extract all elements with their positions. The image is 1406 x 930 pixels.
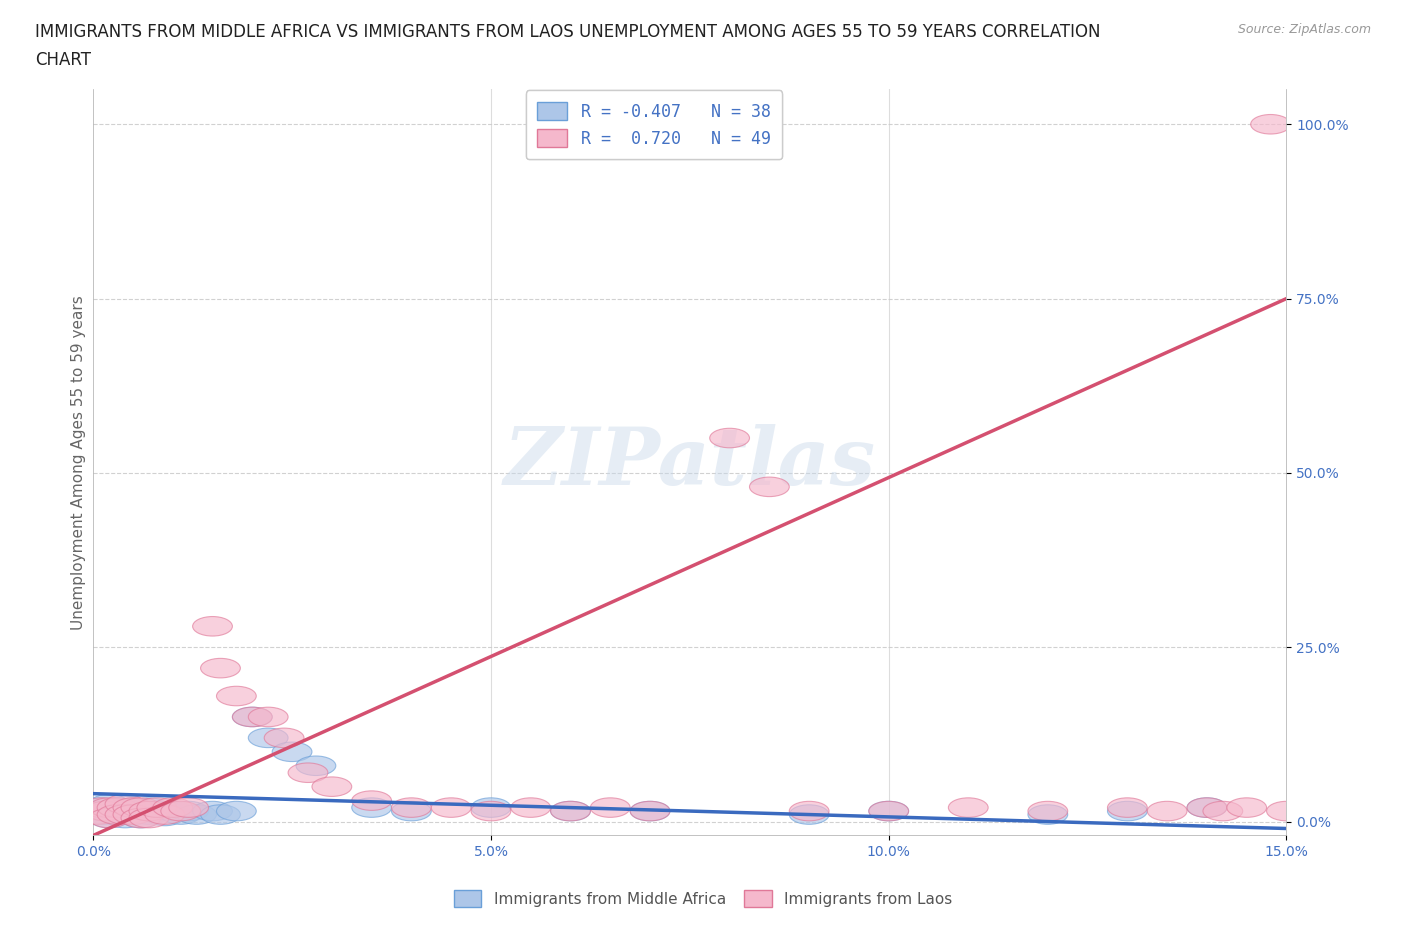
Ellipse shape: [105, 802, 145, 821]
Ellipse shape: [1204, 802, 1243, 821]
Ellipse shape: [112, 804, 153, 824]
Ellipse shape: [145, 804, 184, 824]
Ellipse shape: [177, 804, 217, 824]
Legend: Immigrants from Middle Africa, Immigrants from Laos: Immigrants from Middle Africa, Immigrant…: [443, 880, 963, 918]
Ellipse shape: [89, 794, 129, 814]
Ellipse shape: [77, 804, 117, 824]
Ellipse shape: [510, 798, 551, 817]
Text: IMMIGRANTS FROM MIDDLE AFRICA VS IMMIGRANTS FROM LAOS UNEMPLOYMENT AMONG AGES 55: IMMIGRANTS FROM MIDDLE AFRICA VS IMMIGRA…: [35, 23, 1101, 41]
Ellipse shape: [129, 804, 169, 824]
Ellipse shape: [160, 804, 201, 824]
Ellipse shape: [1108, 802, 1147, 821]
Ellipse shape: [232, 707, 273, 726]
Ellipse shape: [129, 798, 169, 817]
Ellipse shape: [1251, 114, 1291, 134]
Ellipse shape: [217, 802, 256, 821]
Ellipse shape: [129, 808, 169, 828]
Ellipse shape: [86, 802, 125, 821]
Ellipse shape: [201, 658, 240, 678]
Text: ZIPatlas: ZIPatlas: [503, 424, 876, 501]
Ellipse shape: [312, 777, 352, 796]
Ellipse shape: [86, 804, 125, 824]
Ellipse shape: [129, 802, 169, 821]
Ellipse shape: [97, 798, 136, 817]
Ellipse shape: [1028, 804, 1067, 824]
Ellipse shape: [169, 798, 208, 817]
Ellipse shape: [232, 707, 273, 726]
Ellipse shape: [949, 798, 988, 817]
Ellipse shape: [630, 802, 669, 821]
Ellipse shape: [471, 798, 510, 817]
Ellipse shape: [1227, 798, 1267, 817]
Ellipse shape: [551, 802, 591, 821]
Ellipse shape: [1267, 802, 1306, 821]
Ellipse shape: [249, 728, 288, 748]
Ellipse shape: [121, 808, 160, 828]
Ellipse shape: [288, 763, 328, 782]
Ellipse shape: [1028, 802, 1067, 821]
Text: Source: ZipAtlas.com: Source: ZipAtlas.com: [1237, 23, 1371, 36]
Text: CHART: CHART: [35, 51, 91, 69]
Ellipse shape: [105, 808, 145, 828]
Ellipse shape: [1108, 798, 1147, 817]
Ellipse shape: [1147, 802, 1187, 821]
Ellipse shape: [89, 808, 129, 828]
Ellipse shape: [97, 798, 136, 817]
Ellipse shape: [432, 798, 471, 817]
Ellipse shape: [112, 798, 153, 817]
Ellipse shape: [352, 790, 391, 810]
Ellipse shape: [80, 798, 120, 817]
Ellipse shape: [789, 802, 830, 821]
Ellipse shape: [105, 794, 145, 814]
Ellipse shape: [201, 804, 240, 824]
Ellipse shape: [264, 728, 304, 748]
Ellipse shape: [112, 798, 153, 817]
Ellipse shape: [105, 804, 145, 824]
Ellipse shape: [352, 798, 391, 817]
Ellipse shape: [112, 804, 153, 824]
Ellipse shape: [153, 802, 193, 821]
Ellipse shape: [217, 686, 256, 706]
Ellipse shape: [869, 802, 908, 821]
Ellipse shape: [121, 802, 160, 821]
Ellipse shape: [297, 756, 336, 776]
Legend: R = -0.407   N = 38, R =  0.720   N = 49: R = -0.407 N = 38, R = 0.720 N = 49: [526, 90, 782, 159]
Ellipse shape: [249, 707, 288, 726]
Ellipse shape: [97, 804, 136, 824]
Ellipse shape: [136, 802, 177, 821]
Ellipse shape: [82, 798, 121, 817]
Ellipse shape: [153, 798, 193, 817]
Ellipse shape: [749, 477, 789, 497]
Ellipse shape: [160, 802, 201, 821]
Ellipse shape: [193, 802, 232, 821]
Ellipse shape: [591, 798, 630, 817]
Ellipse shape: [1187, 798, 1227, 817]
Ellipse shape: [193, 617, 232, 636]
Ellipse shape: [551, 802, 591, 821]
Ellipse shape: [121, 808, 160, 828]
Ellipse shape: [82, 802, 121, 821]
Ellipse shape: [136, 798, 177, 817]
Ellipse shape: [273, 742, 312, 762]
Ellipse shape: [391, 802, 432, 821]
Ellipse shape: [630, 802, 669, 821]
Ellipse shape: [89, 798, 129, 817]
Ellipse shape: [97, 804, 136, 824]
Ellipse shape: [710, 429, 749, 448]
Ellipse shape: [1187, 798, 1227, 817]
Ellipse shape: [145, 806, 184, 826]
Y-axis label: Unemployment Among Ages 55 to 59 years: Unemployment Among Ages 55 to 59 years: [72, 295, 86, 630]
Ellipse shape: [169, 802, 208, 821]
Ellipse shape: [121, 798, 160, 817]
Ellipse shape: [89, 808, 129, 828]
Ellipse shape: [391, 798, 432, 817]
Ellipse shape: [471, 802, 510, 821]
Ellipse shape: [869, 802, 908, 821]
Ellipse shape: [789, 804, 830, 824]
